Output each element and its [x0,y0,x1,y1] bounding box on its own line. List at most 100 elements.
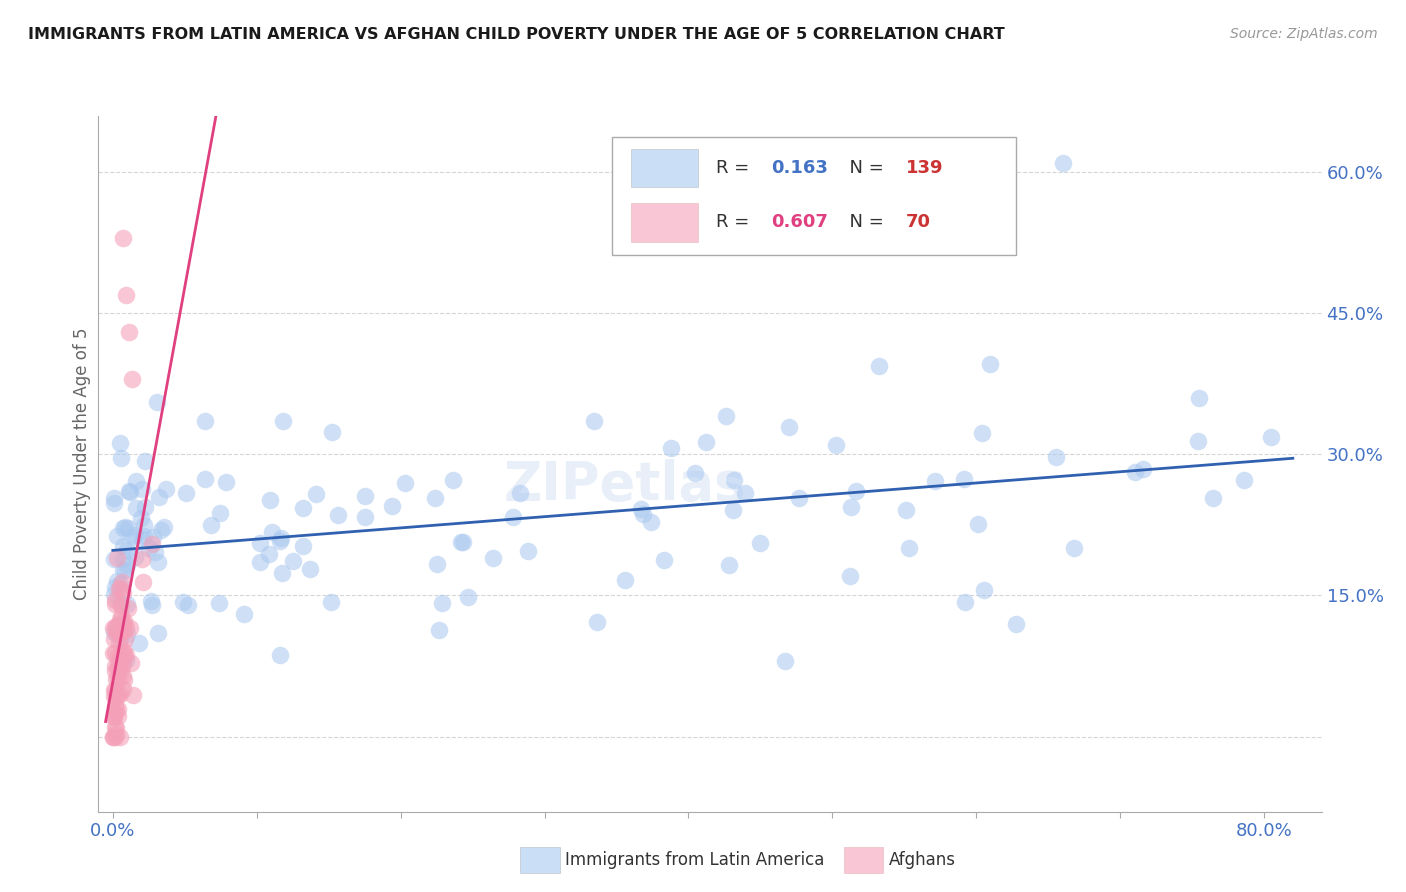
Point [114,632,136,646]
Point [101,730,124,744]
FancyBboxPatch shape [630,149,697,187]
Point [194,414,217,428]
Point [432,596,454,610]
Point [117,521,139,535]
Point [209,506,232,520]
Point [582,415,605,429]
Point [270,531,292,545]
Point [112,551,135,566]
Point [614,574,637,588]
Point [200,518,222,533]
Point [146,555,169,569]
Point [103,624,125,639]
Text: 70: 70 [905,213,931,231]
Point [114,563,136,577]
Point [107,657,129,672]
Point [585,615,607,629]
Point [457,590,479,604]
Point [259,493,281,508]
Point [1052,156,1074,170]
Point [131,482,153,496]
Point [281,553,304,567]
Point [894,503,917,517]
Point [1132,462,1154,476]
Point [172,595,194,609]
Point [153,520,176,534]
Point [683,466,706,480]
Point [101,621,124,635]
Point [105,703,128,717]
Point [659,441,682,455]
Point [924,474,946,488]
Point [120,621,142,635]
Point [112,614,135,628]
Point [1123,465,1146,479]
Point [115,626,138,640]
Point [1004,616,1026,631]
Point [749,536,772,550]
Point [354,510,377,524]
Point [112,563,135,577]
Point [111,586,134,600]
Point [108,635,131,649]
Point [208,595,231,609]
Point [108,577,131,591]
Point [108,652,131,666]
Point [115,542,138,557]
Point [723,473,745,487]
Point [117,484,139,499]
Point [787,491,810,505]
Point [103,552,125,566]
Point [177,598,200,612]
Point [103,720,125,734]
Text: R =: R = [716,213,755,231]
Point [112,657,135,671]
Point [233,607,256,621]
Point [319,594,342,608]
Point [249,554,271,568]
Point [131,574,153,589]
Point [953,472,976,486]
Text: Source: ZipAtlas.com: Source: ZipAtlas.com [1230,27,1378,41]
Point [194,472,217,486]
Point [845,483,868,498]
Point [131,532,153,546]
Point [269,533,291,548]
Point [107,688,129,702]
Point [118,485,141,500]
Point [105,721,128,735]
Point [354,489,377,503]
Point [111,669,134,683]
Point [112,624,135,639]
Point [103,646,125,660]
Point [111,644,134,658]
Point [141,599,163,613]
Point [305,487,328,501]
Point [149,524,172,538]
Point [249,536,271,550]
Point [269,648,291,662]
Point [134,500,156,514]
Point [108,613,131,627]
Point [778,419,800,434]
Point [441,473,464,487]
Point [117,601,139,615]
Point [1188,391,1211,405]
Point [114,648,136,662]
Point [271,414,294,428]
Point [868,359,890,374]
Point [103,491,125,505]
Point [631,507,654,521]
Point [1202,491,1225,506]
Point [112,681,135,696]
Point [114,287,136,301]
Point [773,654,796,668]
FancyBboxPatch shape [630,203,697,242]
Point [104,597,127,611]
Point [139,594,162,608]
Point [292,539,315,553]
Point [105,529,128,543]
Point [259,547,281,561]
Point [640,515,662,529]
Text: 0.607: 0.607 [772,213,828,231]
